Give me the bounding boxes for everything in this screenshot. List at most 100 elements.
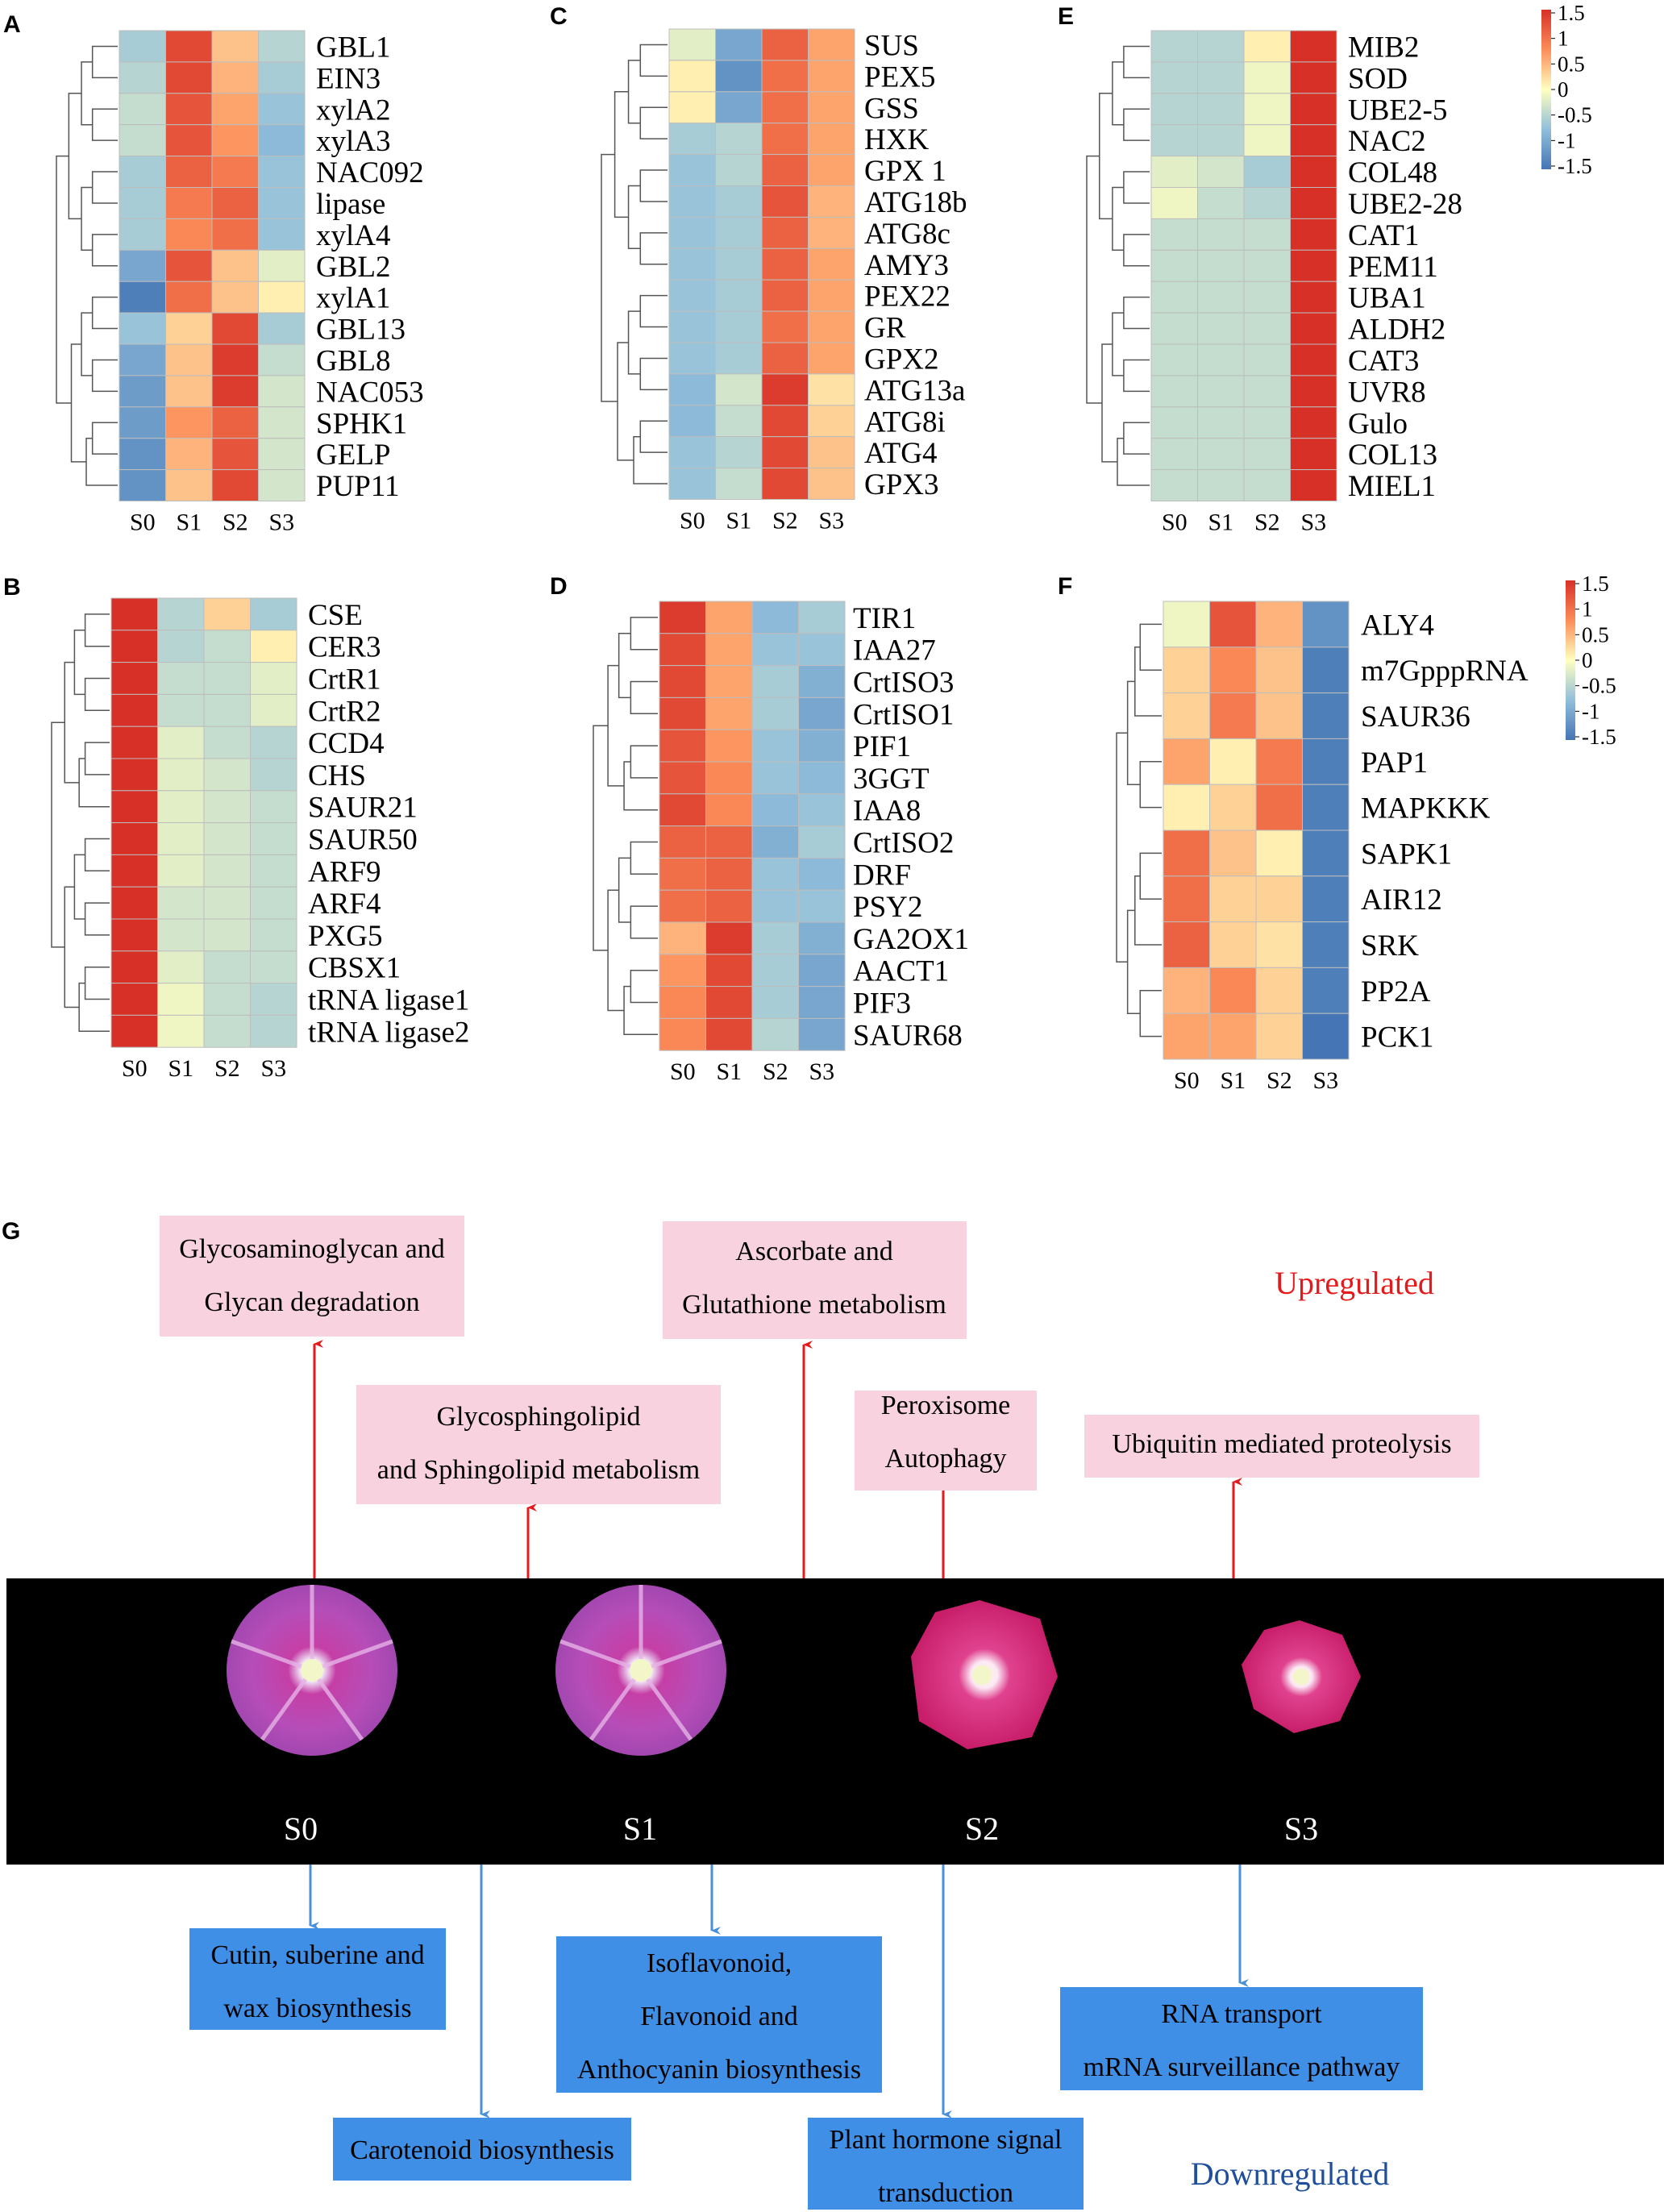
heatmap-cell	[1243, 218, 1291, 251]
heatmap-cell	[1150, 406, 1198, 439]
legend-bottom-tick-label: -1	[1582, 699, 1600, 723]
heatmap-cell	[668, 279, 716, 312]
heatmap-cell	[1255, 967, 1303, 1014]
heatmap-cell	[1197, 187, 1245, 219]
gene-label: CAT1	[1348, 219, 1419, 252]
heatmap-cell	[1209, 830, 1257, 877]
heatmap-cell	[258, 375, 306, 408]
heatmap-cell	[715, 310, 763, 343]
heatmap-cell	[798, 761, 846, 795]
heatmap-panel-f: F ALY4 m7GpppRNA SAUR36 PAP1 MAPKKK SAPK1 AIR12…	[1058, 573, 1529, 1094]
heatmap-cell	[1255, 601, 1303, 648]
heatmap-cell	[1163, 830, 1210, 877]
heatmap-cell	[808, 342, 855, 375]
heatmap-cell	[157, 662, 205, 695]
heatmap-cell	[808, 60, 855, 93]
column-label: S2	[772, 508, 798, 534]
heatmap-cell	[761, 310, 809, 343]
heatmap-cell	[705, 601, 753, 634]
heatmap-cell	[211, 343, 259, 376]
heatmap-cell	[761, 91, 809, 124]
up-box-text: and Sphingolipid metabolism	[377, 1455, 700, 1485]
heatmap-cell	[668, 373, 716, 406]
heatmap-cell	[1290, 343, 1337, 376]
heatmap-cell	[1197, 343, 1245, 376]
gene-label: PIF3	[853, 988, 911, 1021]
heatmap-cell	[165, 30, 213, 63]
heatmap-cell	[258, 281, 306, 314]
heatmap-cell	[715, 91, 763, 124]
gene-label: CAT3	[1348, 344, 1419, 377]
gene-label: GSS	[864, 92, 919, 125]
heatmap-cell	[165, 438, 213, 471]
gene-label: SPHK1	[316, 407, 407, 440]
heatmap-cell	[668, 123, 716, 156]
heatmap-cell	[808, 154, 855, 187]
heatmap-cell	[1150, 343, 1198, 376]
heatmap-cell	[1243, 343, 1291, 376]
gene-label: CrtR1	[308, 663, 381, 696]
heatmap-cell	[798, 986, 846, 1019]
heatmap-cell	[1150, 218, 1198, 251]
down-box-4	[808, 2118, 1084, 2210]
heatmap-cell	[668, 60, 716, 93]
down-box-text: transduction	[878, 2178, 1013, 2208]
heatmap-cell	[110, 597, 158, 631]
heatmap-cell	[1255, 647, 1303, 694]
heatmap-cell	[157, 886, 205, 920]
row-dendrogram	[593, 617, 658, 1036]
heatmap-cell	[705, 954, 753, 988]
heatmap-cell	[705, 761, 753, 795]
heatmap-cell	[1209, 967, 1257, 1014]
heatmap-cell	[250, 597, 297, 631]
panel-letter-b: B	[3, 574, 21, 601]
heatmap-cell	[798, 825, 846, 859]
heatmap-cell	[668, 468, 716, 500]
gene-label: PEX22	[864, 281, 950, 314]
gene-label: 3GGT	[853, 763, 930, 796]
gene-label: UBA1	[1348, 282, 1426, 315]
column-label: S1	[1220, 1067, 1246, 1094]
heatmap-cell	[659, 1017, 706, 1051]
heatmap-cell	[1163, 692, 1210, 739]
heatmap-cell	[668, 342, 716, 375]
heatmap-cell	[1243, 124, 1291, 157]
up-box-text: Glycosaminoglycan and	[179, 1234, 445, 1264]
heatmap-cell	[1255, 830, 1303, 877]
heatmap-cell	[1255, 1012, 1303, 1060]
heatmap-cell	[250, 918, 297, 952]
heatmap-cell	[203, 790, 251, 824]
heatmap-cell	[165, 281, 213, 314]
heatmap-cell	[1197, 124, 1245, 157]
gene-label: ALDH2	[1348, 314, 1445, 347]
heatmap-cell	[250, 758, 297, 792]
down-box-2	[333, 2118, 631, 2181]
heatmap-cell	[1209, 784, 1257, 831]
heatmap-cell	[715, 342, 763, 375]
heatmap-cell	[1243, 312, 1291, 345]
heatmap-cell	[157, 693, 205, 727]
heatmap-cell	[119, 469, 166, 501]
heatmap-cell	[250, 854, 297, 888]
column-label: S0	[130, 509, 156, 536]
gene-label: CrtISO3	[853, 667, 954, 700]
heatmap-cell	[258, 312, 306, 345]
heatmap-cell	[761, 342, 809, 375]
heatmap-cell	[659, 793, 706, 827]
heatmap-cell	[119, 438, 166, 471]
heatmap-cell	[808, 28, 855, 61]
up-box-text: Glycan degradation	[204, 1287, 419, 1317]
gene-label: CBSX1	[308, 952, 401, 985]
heatmap-cell	[203, 693, 251, 727]
heatmap-cell	[110, 1014, 158, 1048]
column-label: S0	[1162, 509, 1188, 536]
heatmap-panel-e: EMIB2SODUBE2-5NAC2COL48UBE2-28CAT1PEM11U…	[1058, 3, 1462, 536]
heatmap-cell	[761, 373, 809, 406]
heatmap-cell	[110, 693, 158, 727]
heatmap-cell	[110, 726, 158, 759]
row-dendrogram	[51, 613, 110, 1033]
heatmap-cell	[761, 405, 809, 438]
gene-label: PXG5	[308, 920, 383, 953]
heatmap-cell	[165, 312, 213, 345]
gene-label: SAUR36	[1361, 701, 1470, 734]
